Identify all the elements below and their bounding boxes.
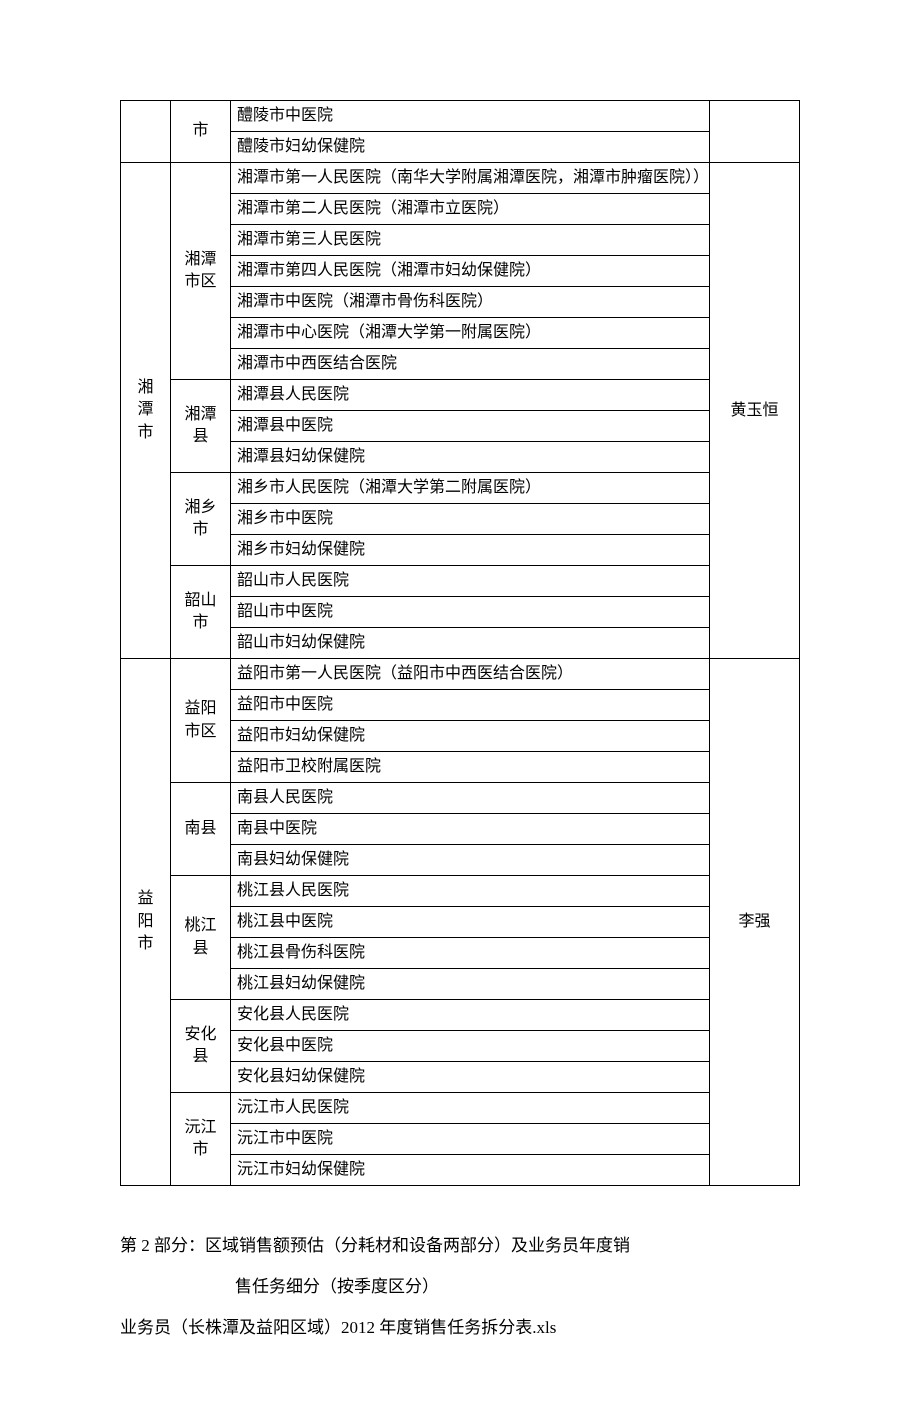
hospital-cell: 韶山市妇幼保健院 — [231, 628, 710, 659]
person-cell: 黄玉恒 — [710, 163, 800, 659]
district-cell: 湘潭县 — [171, 380, 231, 473]
hospital-cell: 湘潭县中医院 — [231, 411, 710, 442]
person-cell: 李强 — [710, 659, 800, 1186]
hospital-cell: 桃江县骨伤科医院 — [231, 938, 710, 969]
table-row: 安化县安化县人民医院 — [121, 1000, 800, 1031]
hospital-cell: 湘潭市中西医结合医院 — [231, 349, 710, 380]
hospital-cell: 湘乡市人民医院（湘潭大学第二附属医院） — [231, 473, 710, 504]
hospital-cell: 益阳市卫校附属医院 — [231, 752, 710, 783]
district-cell: 湘乡市 — [171, 473, 231, 566]
hospital-cell: 益阳市妇幼保健院 — [231, 721, 710, 752]
hospital-cell: 南县中医院 — [231, 814, 710, 845]
city-cell — [121, 101, 171, 163]
district-cell: 韶山市 — [171, 566, 231, 659]
hospital-cell: 湘乡市妇幼保健院 — [231, 535, 710, 566]
hospital-cell: 沅江市中医院 — [231, 1124, 710, 1155]
district-cell: 安化县 — [171, 1000, 231, 1093]
hospital-cell: 湘潭市中心医院（湘潭大学第一附属医院） — [231, 318, 710, 349]
hospital-table: 市醴陵市中医院醴陵市妇幼保健院湘潭市湘潭市区湘潭市第一人民医院（南华大学附属湘潭… — [120, 100, 800, 1186]
hospital-cell: 沅江市妇幼保健院 — [231, 1155, 710, 1186]
xls-filename: 业务员（长株潭及益阳区域）2012 年度销售任务拆分表.xls — [120, 1308, 800, 1349]
hospital-cell: 安化县中医院 — [231, 1031, 710, 1062]
hospital-cell: 安化县妇幼保健院 — [231, 1062, 710, 1093]
city-cell: 湘潭市 — [121, 163, 171, 659]
section-2-title: 第 2 部分：区域销售额预估（分耗材和设备两部分）及业务员年度销 — [120, 1226, 800, 1267]
hospital-cell: 桃江县妇幼保健院 — [231, 969, 710, 1000]
hospital-cell: 韶山市人民医院 — [231, 566, 710, 597]
hospital-cell: 安化县人民医院 — [231, 1000, 710, 1031]
person-cell — [710, 101, 800, 163]
table-row: 桃江县桃江县人民医院 — [121, 876, 800, 907]
hospital-cell: 南县人民医院 — [231, 783, 710, 814]
table-row: 沅江市沅江市人民医院 — [121, 1093, 800, 1124]
hospital-cell: 桃江县人民医院 — [231, 876, 710, 907]
hospital-cell: 湘潭市第三人民医院 — [231, 225, 710, 256]
city-cell: 益阳市 — [121, 659, 171, 1186]
hospital-cell: 湘潭市第四人民医院（湘潭市妇幼保健院） — [231, 256, 710, 287]
district-cell: 市 — [171, 101, 231, 163]
section-2-subtitle: 售任务细分（按季度区分） — [120, 1267, 800, 1308]
table-row: 湘乡市湘乡市人民医院（湘潭大学第二附属医院） — [121, 473, 800, 504]
hospital-cell: 益阳市中医院 — [231, 690, 710, 721]
table-row: 市醴陵市中医院 — [121, 101, 800, 132]
table-row: 益阳市益阳市区益阳市第一人民医院（益阳市中西医结合医院）李强 — [121, 659, 800, 690]
table-row: 湘潭市湘潭市区湘潭市第一人民医院（南华大学附属湘潭医院，湘潭市肿瘤医院））黄玉恒 — [121, 163, 800, 194]
hospital-cell: 益阳市第一人民医院（益阳市中西医结合医院） — [231, 659, 710, 690]
hospital-cell: 沅江市人民医院 — [231, 1093, 710, 1124]
hospital-cell: 湘潭市第二人民医院（湘潭市立医院） — [231, 194, 710, 225]
hospital-cell: 湘乡市中医院 — [231, 504, 710, 535]
table-row: 南县南县人民医院 — [121, 783, 800, 814]
hospital-cell: 韶山市中医院 — [231, 597, 710, 628]
table-row: 湘潭县湘潭县人民医院 — [121, 380, 800, 411]
table-row: 韶山市韶山市人民医院 — [121, 566, 800, 597]
hospital-cell: 醴陵市中医院 — [231, 101, 710, 132]
hospital-cell: 湘潭市第一人民医院（南华大学附属湘潭医院，湘潭市肿瘤医院）） — [231, 163, 710, 194]
hospital-cell: 南县妇幼保健院 — [231, 845, 710, 876]
district-cell: 湘潭市区 — [171, 163, 231, 380]
hospital-cell: 醴陵市妇幼保健院 — [231, 132, 710, 163]
hospital-cell: 湘潭市中医院（湘潭市骨伤科医院） — [231, 287, 710, 318]
hospital-cell: 湘潭县人民医院 — [231, 380, 710, 411]
district-cell: 南县 — [171, 783, 231, 876]
district-cell: 桃江县 — [171, 876, 231, 1000]
district-cell: 益阳市区 — [171, 659, 231, 783]
hospital-cell: 桃江县中医院 — [231, 907, 710, 938]
district-cell: 沅江市 — [171, 1093, 231, 1186]
hospital-cell: 湘潭县妇幼保健院 — [231, 442, 710, 473]
